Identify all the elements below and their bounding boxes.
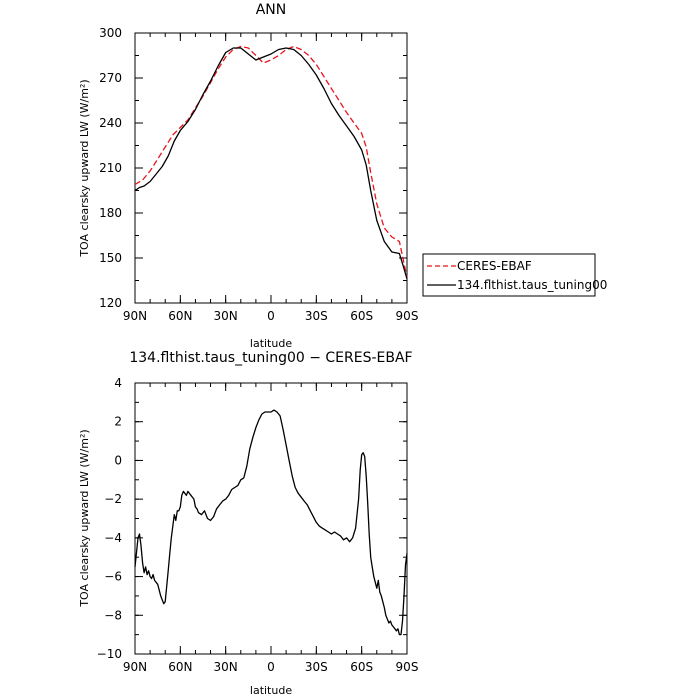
- y-tick-label: 210: [99, 161, 122, 175]
- chart-panel-1: 90N 60N 30N 0 30S 60S 90S 120 150 180 210 240 270 300…: [78, 2, 607, 350]
- x-tick-label: 30N: [214, 309, 238, 323]
- y-tick-label: 240: [99, 116, 122, 130]
- series-line-difference: [134, 409, 408, 636]
- x-tick-label: 90N: [123, 309, 147, 323]
- x-tick-label: 60N: [168, 660, 192, 674]
- y-tick-label: 150: [99, 251, 122, 265]
- chart-title: ANN: [256, 2, 287, 18]
- y-tick-label: 0: [114, 453, 122, 467]
- legend-label: CERES-EBAF: [457, 259, 532, 273]
- y-tick-label: −10: [97, 647, 122, 661]
- x-tick-label: 60S: [350, 309, 373, 323]
- y-tick-label: 180: [99, 206, 122, 220]
- x-tick-label: 30S: [305, 309, 328, 323]
- x-tick-label: 90S: [396, 660, 419, 674]
- y-tick-label: −2: [104, 492, 122, 506]
- y-tick-label: 300: [99, 26, 122, 40]
- y-tick-label: 120: [99, 296, 122, 310]
- series-line-134-flthist-taus-tuning00: [134, 47, 408, 280]
- x-axis-label: latitude: [250, 337, 292, 350]
- x-tick-label: 90N: [123, 660, 147, 674]
- y-tick-label: 4: [114, 376, 122, 390]
- legend-box: [422, 253, 596, 297]
- y-tick-label: −4: [104, 531, 122, 545]
- x-tick-label: 0: [267, 309, 275, 323]
- x-tick-label: 30S: [305, 660, 328, 674]
- y-tick-label: −6: [104, 570, 122, 584]
- y-tick-label: 2: [114, 415, 122, 429]
- y-tick-label: 270: [99, 71, 122, 85]
- y-axis-label: TOA clearsky upward LW (W/m²): [78, 79, 91, 257]
- chart-panel-2: 90N 60N 30N 0 30S 60S 90S −10 −8 −6 −4 −2 0 2 4 134.flt…: [78, 350, 418, 697]
- legend-label: 134.flthist.taus_tuning00: [457, 278, 607, 292]
- x-axis-label: latitude: [250, 684, 292, 697]
- series-line-ceres-ebaf: [134, 45, 408, 278]
- x-tick-label: 30N: [214, 660, 238, 674]
- x-tick-label: 60N: [168, 309, 192, 323]
- y-axis-label: TOA clearsky upward LW (W/m²): [78, 429, 91, 607]
- chart-title: 134.flthist.taus_tuning00 − CERES-EBAF: [129, 350, 412, 366]
- x-tick-label: 90S: [396, 309, 419, 323]
- x-tick-label: 0: [267, 660, 275, 674]
- y-tick-label: −8: [104, 608, 122, 622]
- legend: CERES-EBAF 134.flthist.taus_tuning00: [422, 253, 607, 297]
- x-tick-label: 60S: [350, 660, 373, 674]
